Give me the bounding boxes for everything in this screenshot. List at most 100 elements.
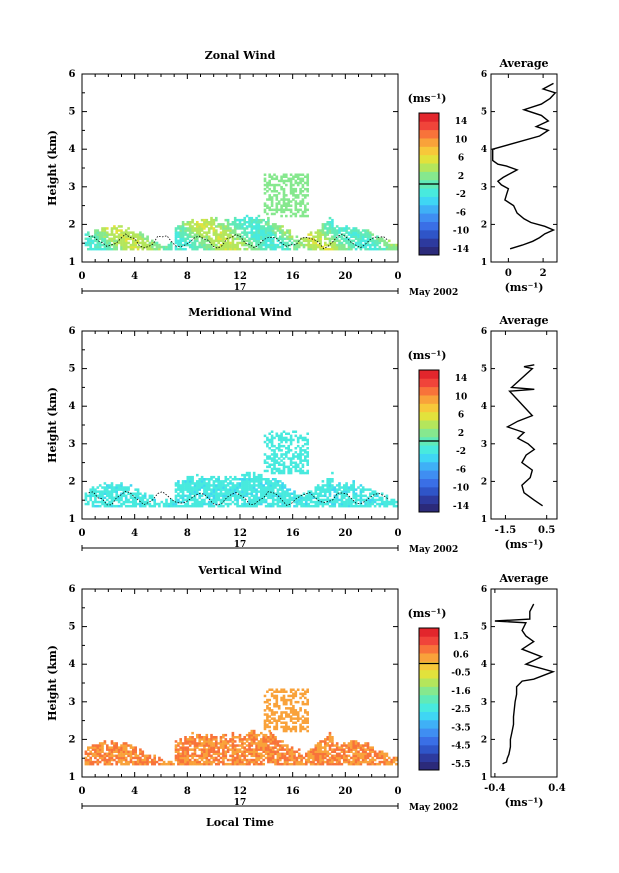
echo-cell bbox=[277, 444, 281, 448]
echo-cell bbox=[290, 750, 294, 753]
echo-cell bbox=[181, 492, 185, 495]
echo-cell bbox=[383, 239, 386, 243]
echo-cell bbox=[335, 748, 339, 751]
echo-cell bbox=[110, 227, 114, 230]
echo-cell bbox=[241, 225, 244, 228]
echo-cell bbox=[271, 748, 275, 751]
echo-cell bbox=[101, 746, 104, 749]
echo-cell bbox=[319, 500, 322, 504]
echo-cell bbox=[285, 455, 288, 458]
echo-cell bbox=[366, 500, 370, 504]
echo-cell bbox=[103, 754, 107, 758]
echo-cell bbox=[134, 245, 137, 249]
echo-cell bbox=[266, 181, 269, 185]
echo-cell bbox=[277, 202, 281, 205]
echo-cell bbox=[266, 707, 269, 710]
echo-cell bbox=[203, 488, 206, 491]
echo-cell bbox=[357, 762, 360, 766]
echo-cell bbox=[282, 194, 286, 197]
echo-cell bbox=[255, 496, 258, 500]
echo-cell bbox=[271, 496, 275, 500]
echo-cell bbox=[343, 758, 346, 762]
echo-cell bbox=[241, 243, 244, 247]
echo-cell bbox=[352, 760, 355, 764]
echo-cell bbox=[205, 744, 209, 747]
echo-cell bbox=[224, 494, 228, 498]
echo-cell bbox=[373, 243, 377, 247]
echo-cell bbox=[364, 752, 367, 756]
echo-cell bbox=[117, 486, 121, 489]
echo-cell bbox=[122, 231, 126, 234]
echo-cell bbox=[174, 229, 178, 232]
echo-cell bbox=[309, 247, 313, 251]
echo-cell bbox=[331, 237, 334, 241]
echo-cell bbox=[196, 225, 199, 228]
echo-cell bbox=[378, 237, 382, 241]
echo-cell bbox=[287, 438, 290, 442]
echo-cell bbox=[245, 733, 249, 737]
x-tick-label: 8 bbox=[184, 271, 191, 282]
echo-cell bbox=[207, 243, 211, 247]
echo-cell bbox=[252, 490, 256, 493]
echo-cell bbox=[324, 492, 327, 495]
echo-cell bbox=[286, 750, 289, 753]
echo-cell bbox=[203, 742, 206, 745]
echo-cell bbox=[222, 744, 225, 747]
echo-cell bbox=[283, 241, 287, 245]
echo-cell bbox=[257, 756, 261, 760]
echo-cell bbox=[129, 237, 133, 241]
echo-cell bbox=[188, 486, 192, 489]
echo-cell bbox=[289, 449, 293, 452]
echo-cell bbox=[269, 488, 273, 491]
echo-cell bbox=[250, 738, 254, 741]
echo-cell bbox=[262, 239, 265, 243]
echo-cell bbox=[103, 756, 107, 760]
echo-cell bbox=[287, 447, 290, 450]
echo-cell bbox=[231, 500, 235, 504]
echo-cell bbox=[113, 237, 116, 241]
echo-cell bbox=[108, 756, 111, 760]
echo-cell bbox=[231, 223, 235, 226]
echo-cell bbox=[288, 504, 292, 508]
echo-cell bbox=[366, 241, 370, 245]
echo-cell bbox=[196, 760, 199, 764]
echo-cell bbox=[319, 742, 322, 745]
echo-cell bbox=[263, 725, 267, 729]
echo-cell bbox=[250, 490, 254, 493]
echo-cell bbox=[275, 198, 279, 201]
echo-cell bbox=[319, 231, 322, 234]
echo-cell bbox=[257, 484, 261, 487]
echo-cell bbox=[282, 179, 286, 183]
echo-cell bbox=[215, 488, 218, 491]
echo-cell bbox=[273, 713, 276, 716]
echo-cell bbox=[241, 484, 244, 487]
echo-cell bbox=[198, 480, 201, 483]
echo-cell bbox=[331, 243, 334, 247]
y-tick-label: 5 bbox=[69, 622, 76, 633]
echo-cell bbox=[302, 504, 306, 508]
echo-cell bbox=[304, 442, 307, 446]
echo-cell bbox=[319, 498, 322, 502]
echo-cell bbox=[328, 748, 332, 751]
echo-cell bbox=[129, 231, 133, 234]
echo-cell bbox=[191, 231, 194, 234]
echo-cell bbox=[357, 750, 360, 753]
echo-cell bbox=[108, 758, 111, 762]
echo-cell bbox=[364, 231, 367, 234]
echo-cell bbox=[224, 744, 228, 747]
echo-cell bbox=[283, 504, 287, 508]
echo-cell bbox=[96, 744, 100, 747]
echo-cell bbox=[385, 504, 389, 508]
echo-cell bbox=[205, 231, 209, 234]
echo-cell bbox=[243, 243, 246, 247]
echo-cell bbox=[293, 760, 296, 764]
echo-cell bbox=[297, 245, 301, 249]
echo-cell bbox=[233, 494, 237, 498]
echo-cell bbox=[321, 229, 325, 232]
echo-cell bbox=[301, 702, 305, 706]
echo-cell bbox=[215, 243, 218, 247]
echo-cell bbox=[352, 227, 355, 230]
echo-cell bbox=[276, 742, 280, 745]
echo-cell bbox=[271, 738, 275, 741]
echo-cell bbox=[306, 447, 309, 450]
